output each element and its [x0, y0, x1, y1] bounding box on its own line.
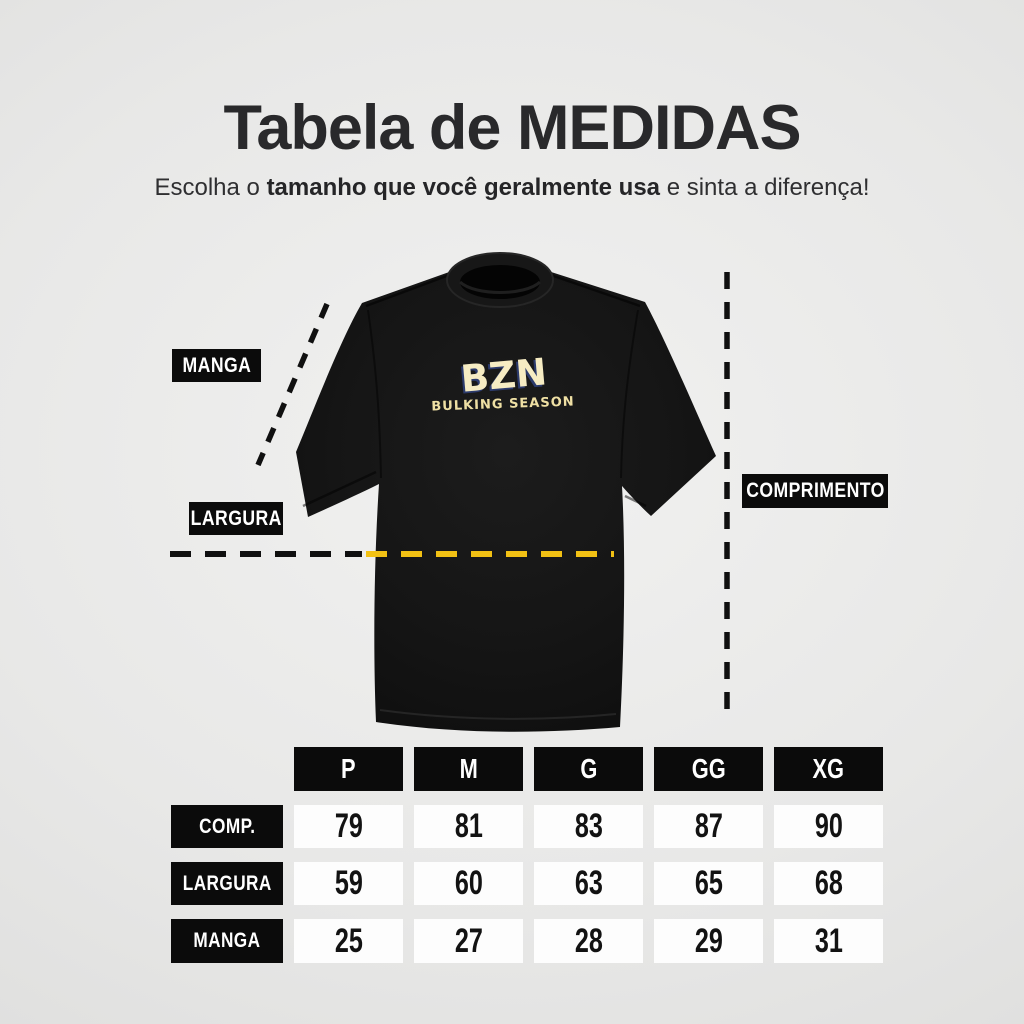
largura-xg-value: 68: [774, 862, 883, 905]
largura-tag-label: LARGURA: [190, 506, 282, 530]
size-column-header-xg: XG: [774, 747, 883, 791]
hem-seam: [379, 709, 617, 720]
largura-tag: LARGURA: [189, 502, 283, 535]
comprimento-tag-label: COMPRIMENTO: [745, 479, 885, 502]
right-armhole-seam: [620, 309, 639, 479]
size-column-header-gg: GG: [654, 747, 763, 791]
largura-p-value: 59: [294, 862, 403, 905]
comp-m-value: 81: [414, 805, 523, 848]
page-subtitle: Escolha o tamanho que você geralmente us…: [0, 174, 1024, 202]
largura-m-value: 60: [414, 862, 523, 905]
manga-m-value: 27: [414, 919, 523, 963]
collar-rib: [458, 280, 542, 294]
right-cuff-seam: [624, 494, 647, 508]
subtitle-emphasis: tamanho que você geralmente usa: [266, 174, 661, 201]
comp-xg-value: 90: [774, 805, 883, 848]
subtitle-suffix: e sinta a diferença!: [660, 174, 870, 201]
brand-print-shadow: BZN: [457, 352, 546, 402]
size-column-header-p: P: [294, 747, 403, 791]
page-title: Tabela de MEDIDAS: [223, 93, 802, 163]
manga-g-value: 28: [534, 919, 643, 963]
brand-print: BZN: [459, 350, 548, 400]
largura-gg-value: 65: [654, 862, 763, 905]
comprimento-tag: COMPRIMENTO: [742, 474, 888, 508]
brand-tagline: BULKING SEASON: [431, 395, 575, 415]
row-label-manga: MANGA: [171, 919, 283, 963]
comp-p-value: 79: [294, 805, 403, 848]
left-cuff-seam: [302, 470, 377, 508]
left-shoulder-seam: [365, 272, 453, 308]
manga-gg-value: 29: [654, 919, 763, 963]
table-corner-spacer: [171, 747, 283, 791]
row-label-largura: LARGURA: [171, 862, 283, 905]
size-table: P M G GG XG COMP. 79 81 83 87 90 LARGURA…: [171, 747, 883, 963]
tshirt-silhouette: [296, 266, 716, 732]
manga-tag: MANGA: [172, 349, 261, 382]
right-shoulder-seam: [547, 272, 641, 308]
manga-tag-label: MANGA: [182, 353, 251, 377]
left-armhole-seam: [367, 309, 382, 479]
size-column-header-m: M: [414, 747, 523, 791]
manga-p-value: 25: [294, 919, 403, 963]
row-label-comp: COMP.: [171, 805, 283, 848]
subtitle-prefix: Escolha o: [154, 174, 267, 201]
manga-guide-line: [255, 302, 330, 467]
largura-g-value: 63: [534, 862, 643, 905]
comp-g-value: 83: [534, 805, 643, 848]
manga-xg-value: 31: [774, 919, 883, 963]
comp-gg-value: 87: [654, 805, 763, 848]
size-column-header-g: G: [534, 747, 643, 791]
